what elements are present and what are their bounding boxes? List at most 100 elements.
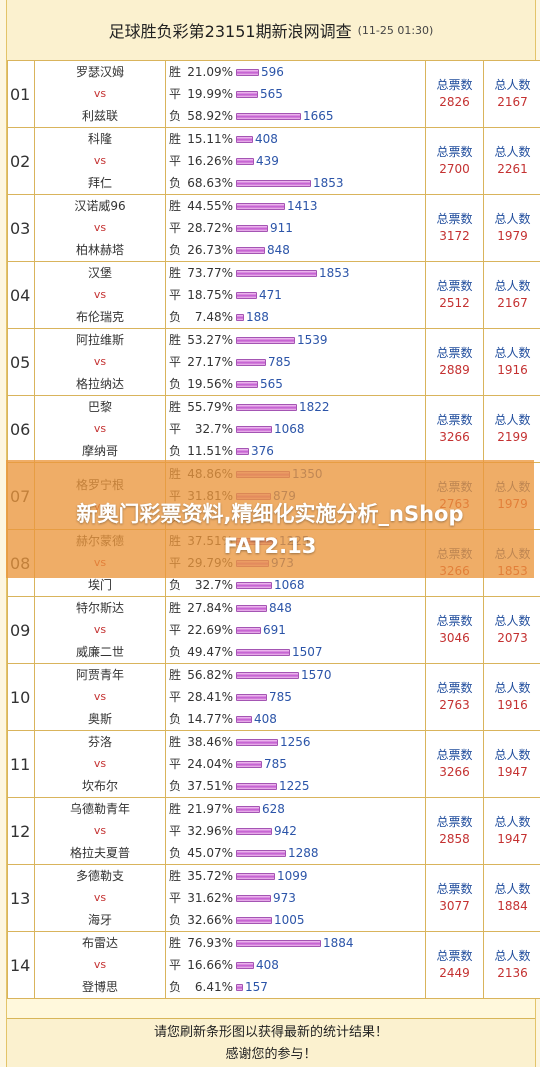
survey-header: 足球胜负彩第23151期新浪网调查 (11-25 01:30) [7, 0, 535, 61]
total-votes-value: 2889 [439, 363, 470, 377]
total-people-value: 2073 [497, 631, 528, 645]
draw-count: 785 [264, 757, 287, 771]
survey-time: (11-25 01:30) [357, 23, 434, 37]
vote-stats: 胜 15.11% 408 平 16.26% 439 负 68.63% 1853 [165, 127, 426, 195]
win-stat: 胜 55.79% 1822 [169, 396, 425, 418]
home-team: 汉堡 [87, 266, 112, 280]
win-count: 1413 [287, 199, 318, 213]
loss-stat: 负 37.51% 1225 [169, 775, 425, 797]
footer-line-1: 请您刷新条形图以获得最新的统计结果！ [153, 1025, 388, 1040]
total-people-label: 总人数 [494, 614, 531, 628]
total-people-value: 1916 [497, 363, 528, 377]
vote-stats: 胜 56.82% 1570 平 28.41% 785 负 14.77% 408 [165, 663, 426, 731]
draw-bar [236, 90, 258, 98]
loss-bar [236, 179, 311, 187]
draw-percent: 32.96% [187, 824, 233, 838]
loss-count: 408 [254, 712, 277, 726]
draw-bar [236, 827, 272, 835]
draw-stat: 平 28.41% 785 [169, 686, 425, 708]
draw-bar [236, 760, 262, 768]
win-count: 408 [255, 132, 278, 146]
win-bar [236, 336, 295, 344]
match-row: 10 阿贾青年 vs 奥斯 胜 56.82% 1570 平 28.41% 785 负 14.77% 40… [7, 663, 540, 731]
match-number: 13 [7, 864, 35, 932]
draw-count: 1068 [274, 422, 305, 436]
total-people-value: 2167 [497, 95, 528, 109]
win-percent: 38.46% [187, 735, 233, 749]
vote-stats: 胜 44.55% 1413 平 28.72% 911 负 26.73% 848 [165, 194, 426, 262]
draw-label: 平 [169, 690, 182, 704]
vs-label: vs [93, 355, 107, 368]
draw-stat: 平 19.99% 565 [169, 83, 425, 105]
vote-stats: 胜 73.77% 1853 平 18.75% 471 负 7.48% 188 [165, 261, 426, 329]
total-votes-value: 2449 [439, 966, 470, 980]
loss-bar [236, 112, 301, 120]
vote-stats: 胜 35.72% 1099 平 31.62% 973 负 32.66% 1005 [165, 864, 426, 932]
loss-count: 1068 [274, 578, 305, 592]
loss-count: 1288 [288, 846, 319, 860]
match-number: 06 [7, 395, 35, 463]
total-people-cell: 总人数 1947 [483, 797, 540, 865]
loss-count: 157 [245, 980, 268, 994]
total-votes-label: 总票数 [436, 882, 473, 896]
total-votes-label: 总票数 [436, 212, 473, 226]
win-percent: 21.97% [187, 802, 233, 816]
total-people-label: 总人数 [494, 748, 531, 762]
win-label: 胜 [169, 199, 182, 213]
win-stat: 胜 15.11% 408 [169, 128, 425, 150]
win-bar [236, 135, 253, 143]
win-count: 848 [269, 601, 292, 615]
loss-stat: 负 49.47% 1507 [169, 641, 425, 663]
away-team: 登博思 [81, 980, 118, 994]
vs-label: vs [93, 824, 107, 837]
vs-label: vs [93, 87, 107, 100]
draw-stat: 平 32.96% 942 [169, 820, 425, 842]
draw-label: 平 [169, 87, 182, 101]
draw-percent: 31.62% [187, 891, 233, 905]
total-people-label: 总人数 [494, 346, 531, 360]
draw-percent: 16.66% [187, 958, 233, 972]
loss-label: 负 [169, 578, 182, 592]
loss-count: 1665 [303, 109, 334, 123]
total-people-value: 1979 [497, 229, 528, 243]
win-count: 1256 [280, 735, 311, 749]
win-bar [236, 202, 285, 210]
match-row: 14 布雷达 vs 登博思 胜 76.93% 1884 平 16.66% 408 负 6.41% 157… [7, 931, 540, 999]
match-number: 14 [7, 931, 35, 999]
watermark-banner: 新奥门彩票资料,精细化实施分析_nShop FAT2.13 [6, 460, 534, 578]
draw-stat: 平 31.62% 973 [169, 887, 425, 909]
home-team: 罗瑟汉姆 [75, 65, 124, 79]
loss-label: 负 [169, 980, 182, 994]
match-number: 04 [7, 261, 35, 329]
match-teams: 汉堡 vs 布伦瑞克 [34, 261, 166, 329]
away-team: 威廉二世 [75, 645, 124, 659]
draw-percent: 22.69% [187, 623, 233, 637]
win-label: 胜 [169, 601, 182, 615]
total-people-cell: 总人数 1884 [483, 864, 540, 932]
match-number: 05 [7, 328, 35, 396]
vs-label: vs [93, 891, 107, 904]
win-label: 胜 [169, 735, 182, 749]
total-votes-cell: 总票数 2700 [425, 127, 484, 195]
draw-bar [236, 626, 261, 634]
loss-bar [236, 648, 290, 656]
home-team: 汉诺威96 [74, 199, 126, 213]
away-team: 柏林赫塔 [75, 243, 124, 257]
total-votes-cell: 总票数 2763 [425, 663, 484, 731]
total-votes-cell: 总票数 3046 [425, 596, 484, 664]
loss-percent: 19.56% [187, 377, 233, 391]
win-count: 1570 [301, 668, 332, 682]
total-people-label: 总人数 [494, 212, 531, 226]
total-people-cell: 总人数 2199 [483, 395, 540, 463]
match-teams: 特尔斯达 vs 威廉二世 [34, 596, 166, 664]
home-team: 芬洛 [87, 735, 112, 749]
total-people-cell: 总人数 1979 [483, 194, 540, 262]
loss-count: 1507 [292, 645, 323, 659]
loss-label: 负 [169, 913, 182, 927]
away-team: 布伦瑞克 [75, 310, 124, 324]
win-bar [236, 68, 259, 76]
draw-bar [236, 224, 268, 232]
win-label: 胜 [169, 333, 182, 347]
watermark-line-2: FAT2.13 [223, 534, 317, 558]
total-votes-label: 总票数 [436, 413, 473, 427]
